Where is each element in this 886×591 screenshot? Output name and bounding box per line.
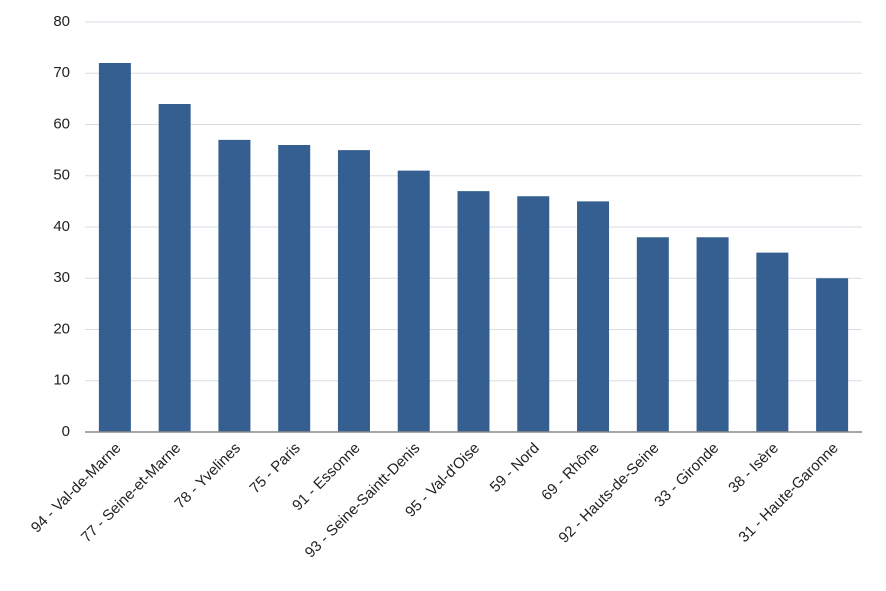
bar [457, 191, 490, 432]
bar [278, 145, 311, 432]
bar [696, 237, 729, 432]
bar [756, 252, 789, 432]
x-tick-label: 69 - Rhône [538, 440, 603, 505]
x-tick-label: 77 - Seine-et-Marne [78, 440, 184, 546]
bar [816, 278, 849, 432]
y-tick-label: 0 [62, 423, 70, 440]
x-tick-label: 59 - Nord [487, 440, 543, 496]
bar [577, 201, 610, 432]
x-tick-label: 75 - Paris [246, 440, 303, 497]
y-tick-label: 80 [53, 13, 70, 30]
bar [636, 237, 669, 432]
bar [517, 196, 550, 432]
bar [98, 63, 131, 432]
bar [337, 150, 370, 432]
x-tick-label: 92 - Hauts-de-Seine [555, 440, 662, 547]
x-tick-label: 33 - Gironde [651, 440, 722, 511]
y-tick-label: 10 [53, 372, 70, 389]
y-tick-label: 30 [53, 269, 70, 286]
y-tick-label: 70 [53, 64, 70, 81]
x-tick-label: 31 - Haute-Garonne [735, 440, 841, 546]
y-tick-label: 60 [53, 115, 70, 132]
y-tick-label: 40 [53, 218, 70, 235]
x-tick-label: 38 - Isère [725, 440, 782, 497]
y-tick-label: 20 [53, 320, 70, 337]
x-tick-label: 93 - Seine-Saintt-Denis [302, 440, 424, 562]
bar [397, 170, 430, 432]
y-tick-label: 50 [53, 167, 70, 184]
bar [158, 104, 191, 432]
bar [218, 139, 251, 432]
